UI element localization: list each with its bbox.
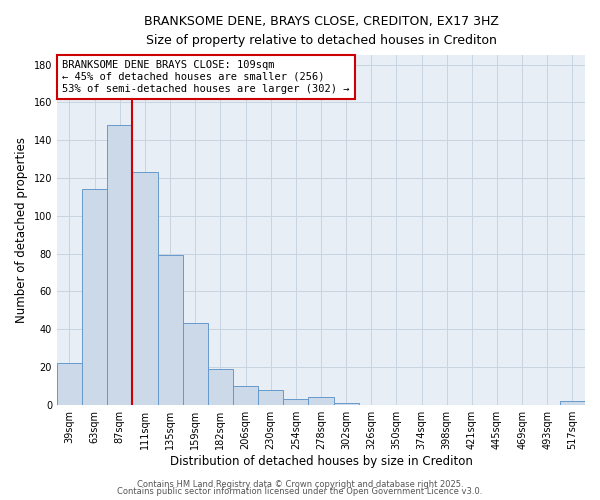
Bar — [258, 390, 283, 404]
Bar — [560, 401, 585, 404]
Bar — [57, 363, 82, 405]
Bar — [208, 369, 233, 404]
Bar — [182, 324, 208, 404]
Y-axis label: Number of detached properties: Number of detached properties — [15, 137, 28, 323]
X-axis label: Distribution of detached houses by size in Crediton: Distribution of detached houses by size … — [170, 454, 472, 468]
Bar — [283, 399, 308, 404]
Title: BRANKSOME DENE, BRAYS CLOSE, CREDITON, EX17 3HZ
Size of property relative to det: BRANKSOME DENE, BRAYS CLOSE, CREDITON, E… — [143, 15, 499, 47]
Text: Contains public sector information licensed under the Open Government Licence v3: Contains public sector information licen… — [118, 487, 482, 496]
Text: Contains HM Land Registry data © Crown copyright and database right 2025.: Contains HM Land Registry data © Crown c… — [137, 480, 463, 489]
Bar — [82, 190, 107, 404]
Text: BRANKSOME DENE BRAYS CLOSE: 109sqm
← 45% of detached houses are smaller (256)
53: BRANKSOME DENE BRAYS CLOSE: 109sqm ← 45%… — [62, 60, 350, 94]
Bar — [334, 403, 359, 404]
Bar — [308, 397, 334, 404]
Bar — [107, 125, 133, 404]
Bar — [133, 172, 158, 404]
Bar — [158, 256, 182, 404]
Bar — [233, 386, 258, 404]
